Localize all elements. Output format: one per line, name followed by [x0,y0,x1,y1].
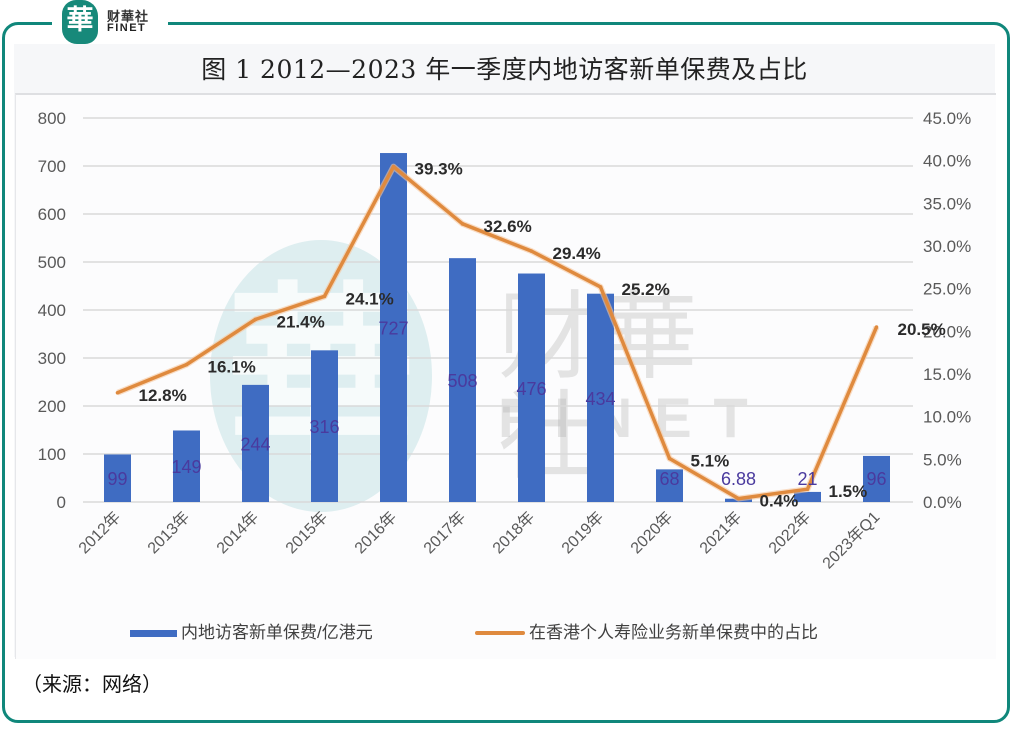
chart-plot-panel [15,93,996,659]
bar-value-label: 96 [866,469,886,489]
y-right-tick-label: 0.0% [923,493,962,512]
bar [380,153,407,503]
y-left-tick-label: 800 [38,109,66,128]
source-note: （来源：网络） [22,674,162,696]
y-right-tick-label: 10.0% [923,408,971,427]
bar [173,430,200,502]
bar [863,455,890,502]
bar-value-label: 316 [309,417,339,437]
line-point [460,222,465,226]
legend-label-line: 在香港个人寿险业务新单保费中的占比 [529,623,818,642]
bar [587,293,614,502]
bar [449,258,476,502]
brand-name-en: FINET [107,22,147,34]
x-tick-label: 2012年 [75,508,124,557]
y-right-tick-label: 45.0% [923,109,971,128]
bar [656,469,683,502]
line-value-label: 0.4% [760,492,799,511]
x-tick-label: 2023年Q1 [819,508,883,572]
chart-title: 图 1 2012—2023 年一季度内地访客新单保费及占比 [201,55,808,84]
line-point [184,362,189,367]
finet-logo-icon: 華 [62,0,98,44]
line-value-label: 24.1% [346,289,394,308]
y-right-tick-label: 20.0% [923,322,971,341]
line-point [736,496,741,501]
bar-value-label: 6.88 [721,469,756,489]
x-tick-label: 2015年 [282,508,331,557]
y-left-tick-label: 400 [38,301,66,320]
line-value-label: 1.5% [829,482,868,501]
x-tick-label: 2016年 [351,508,400,557]
y-left-tick-label: 100 [38,445,66,464]
x-tick-label: 2019年 [558,508,607,557]
line-point [253,317,258,322]
y-right-tick-label: 5.0% [923,450,962,469]
y-left-tick-label: 700 [38,157,66,176]
brand-name: 财華社 [107,9,150,24]
line-value-label: 21.4% [277,312,325,331]
y-right-tick-label: 40.0% [923,152,971,171]
x-tick-label: 2018年 [489,508,538,557]
line-value-label: 20.5% [898,320,946,339]
line-point [667,456,672,461]
line-point [874,325,879,329]
bar [104,454,131,502]
x-tick-label: 2022年 [765,508,814,557]
y-left-tick-label: 600 [38,205,66,224]
bar-value-label: 149 [171,457,201,477]
legend-swatch-line [475,631,525,635]
article-frame [2,22,1010,723]
line-value-label: 25.2% [622,280,670,299]
y-right-tick-label: 30.0% [923,237,971,256]
bar-value-label: 99 [107,469,127,489]
y-left-tick-label: 200 [38,397,66,416]
line-point [115,390,120,395]
bar-value-label: 476 [516,379,546,399]
y-right-tick-label: 35.0% [923,194,971,213]
x-tick-label: 2017年 [420,508,469,557]
x-tick-label: 2013年 [144,508,193,557]
line-value-label: 32.6% [484,217,532,236]
legend-label-bar: 内地访客新单保费/亿港元 [181,623,373,642]
y-left-tick-label: 500 [38,253,66,272]
line-point [322,294,327,299]
line-value-label: 39.3% [415,160,463,179]
x-tick-label: 2014年 [213,508,262,557]
y-right-tick-label: 25.0% [923,280,971,299]
y-left-tick-label: 300 [38,349,66,368]
bar-value-label: 21 [797,469,817,489]
legend-swatch-bar [130,630,177,637]
y-left-tick-label: 0 [57,493,66,512]
line-point [805,487,810,492]
line-point [598,285,603,289]
line-point [529,249,534,253]
bar-value-label: 508 [447,371,477,391]
line-value-label: 29.4% [553,244,601,263]
y-right-tick-label: 15.0% [923,365,971,384]
x-tick-label: 2020年 [627,508,676,557]
bar-value-label: 434 [585,389,615,409]
bar [518,273,545,502]
bar-value-label: 68 [659,469,679,489]
bar-value-label: 244 [240,434,270,454]
x-tick-label: 2021年 [696,508,745,557]
bar [311,350,338,502]
line-value-label: 16.1% [208,358,256,377]
line-value-label: 5.1% [691,451,730,470]
line-value-label: 12.8% [139,386,187,405]
bar [242,384,269,502]
line-point [391,164,396,169]
bar-value-label: 727 [378,319,408,339]
frame-gap [52,19,168,27]
bar [794,491,821,502]
series-line [116,164,879,501]
